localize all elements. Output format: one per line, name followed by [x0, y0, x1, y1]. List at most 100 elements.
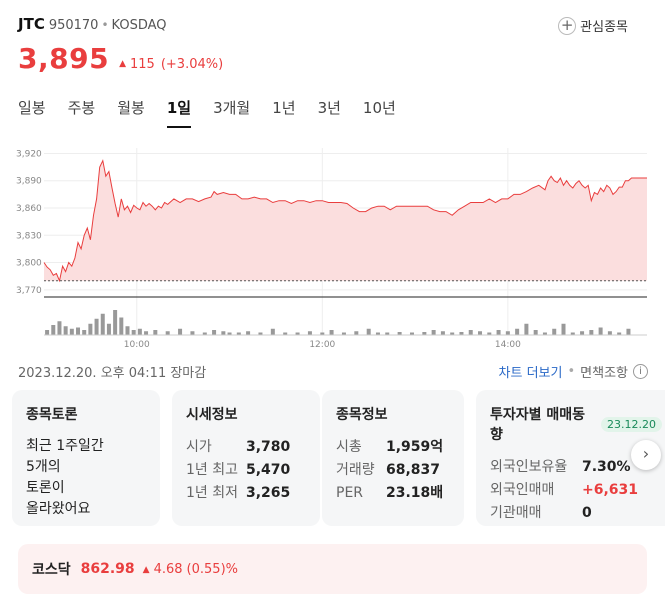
volume-bar	[295, 332, 300, 335]
volume-bar	[69, 328, 74, 335]
card-title: 투자자별 매매동향 23.12.20	[490, 404, 662, 444]
quote-row: 1년 최고 5,470	[186, 459, 306, 482]
volume-bar	[450, 332, 455, 335]
volume-bar	[270, 328, 275, 335]
volume-bar	[617, 332, 622, 335]
chart-links: 차트 더보기 • 면책조항 i	[499, 362, 648, 381]
volume-bar	[178, 328, 183, 335]
discussion-card[interactable]: 종목토론 최근 1주일간 5개의 토론이 올라왔어요	[12, 390, 160, 526]
tab-period-active[interactable]: 1일	[166, 97, 192, 128]
x-tick-label: 12:00	[309, 340, 335, 350]
tab-period[interactable]: 1년	[272, 99, 296, 117]
tab-period[interactable]: 일봉	[18, 99, 46, 117]
chart-more-link[interactable]: 차트 더보기	[498, 366, 563, 381]
date-badge: 23.12.20	[601, 416, 662, 432]
volume-bar	[626, 328, 631, 335]
index-name: 코스닥	[32, 562, 71, 578]
watchlist-button[interactable]: + 관심종목	[558, 16, 628, 35]
change-percent: (+3.04%)	[160, 57, 224, 72]
y-tick-label: 3,830	[16, 231, 42, 241]
quote-row: 시가 3,780	[186, 436, 306, 459]
row-label: 1년 최저	[186, 485, 238, 501]
price-chart[interactable]: 3,920 3,890 3,860 3,830 3,800 3,770 10:00 12:00…	[0, 140, 665, 355]
info-icon[interactable]: i	[633, 364, 648, 379]
volume-bar	[125, 326, 130, 335]
row-label: 기관매매	[490, 505, 542, 521]
volume-bar	[552, 328, 557, 335]
volume-bar	[45, 330, 50, 335]
volume-bar	[533, 330, 538, 335]
tab-period[interactable]: 3개월	[213, 99, 251, 117]
y-tick-label: 3,890	[16, 177, 42, 187]
discussion-line: 올라왔어요	[26, 501, 91, 517]
discussion-line: 토론이	[26, 480, 65, 496]
row-value: 3,265	[246, 485, 291, 501]
volume-bar	[100, 313, 105, 335]
volume-bar	[76, 327, 81, 335]
row-label: 시가	[186, 439, 212, 455]
tab-period[interactable]: 10년	[362, 99, 396, 117]
volume-bar	[459, 332, 464, 335]
index-change: ▲ 4.68 (0.55)%	[143, 562, 238, 577]
investor-row: 외국인보유율 7.30%	[490, 456, 662, 479]
index-change-amount: 4.68	[153, 561, 183, 577]
up-triangle-icon: ▲	[142, 564, 150, 575]
volume-bar	[375, 332, 380, 335]
volume-bar	[246, 331, 251, 335]
kosdaq-index-bar[interactable]: 코스닥 862.98 ▲ 4.68 (0.55)%	[18, 544, 647, 594]
row-value: +6,631	[582, 482, 639, 498]
investor-title: 투자자별 매매동향	[490, 407, 586, 443]
stock-info-card[interactable]: 종목정보 시총 1,959억 거래량 68,837 PER 23.18배	[322, 390, 464, 526]
volume-bar	[165, 331, 170, 335]
volume-bar	[63, 326, 68, 335]
volume-bar	[221, 331, 226, 335]
volume-bar	[137, 328, 142, 335]
volume-bar	[113, 310, 118, 335]
tab-period[interactable]: 3년	[317, 99, 341, 117]
row-value: 3,780	[246, 439, 291, 455]
discussion-summary: 최근 1주일간 5개의 토론이 올라왔어요	[26, 436, 146, 520]
volume-bar	[570, 332, 575, 335]
volume-bar	[440, 331, 445, 335]
row-value: 5,470	[246, 462, 291, 478]
plus-icon: +	[558, 16, 577, 35]
stock-header: JTC 950170 • KOSDAQ + 관심종목	[18, 14, 648, 38]
volume-bar	[82, 330, 87, 335]
row-label: 외국인매매	[490, 482, 555, 498]
volume-bar	[202, 332, 207, 335]
price-area	[44, 160, 647, 281]
row-value: 23.18배	[386, 485, 444, 501]
x-tick-label: 10:00	[124, 340, 150, 350]
next-arrow-icon[interactable]: ›	[631, 440, 661, 470]
volume-bar	[320, 332, 325, 335]
volume-bar	[496, 330, 501, 335]
row-label: 1년 최고	[186, 462, 238, 478]
info-cards: 종목토론 최근 1주일간 5개의 토론이 올라왔어요 시세정보 시가 3,780 …	[12, 390, 665, 526]
disclaimer-link[interactable]: 면책조항	[580, 366, 628, 381]
info-row: PER 23.18배	[336, 482, 450, 505]
volume-bar	[598, 327, 603, 335]
row-label: 시총	[336, 439, 362, 455]
discussion-line: 5개의	[26, 459, 61, 475]
up-triangle-icon: ▲	[119, 59, 126, 69]
volume-bar	[385, 332, 390, 335]
volume-bar	[144, 331, 149, 335]
x-tick-label: 14:00	[495, 340, 521, 350]
volume-bar	[153, 330, 158, 335]
row-value: 68,837	[386, 462, 441, 478]
volume-bar	[515, 328, 520, 335]
tab-period[interactable]: 월봉	[117, 99, 145, 117]
period-tabs: 일봉 주봉 월봉 1일 3개월 1년 3년 10년	[18, 97, 418, 128]
volume-bar	[589, 330, 594, 335]
volume-bar	[468, 330, 473, 335]
volume-bar	[283, 332, 288, 335]
volume-bar	[366, 328, 371, 335]
row-value: 7.30%	[582, 459, 631, 475]
volume-bar	[57, 321, 62, 335]
info-row: 거래량 68,837	[336, 459, 450, 482]
tab-period[interactable]: 주봉	[67, 99, 96, 117]
quote-card[interactable]: 시세정보 시가 3,780 1년 최고 5,470 1년 최저 3,265	[172, 390, 320, 526]
volume-bar	[542, 332, 547, 335]
volume-bar	[190, 331, 195, 335]
stock-ticker: JTC	[18, 15, 45, 33]
